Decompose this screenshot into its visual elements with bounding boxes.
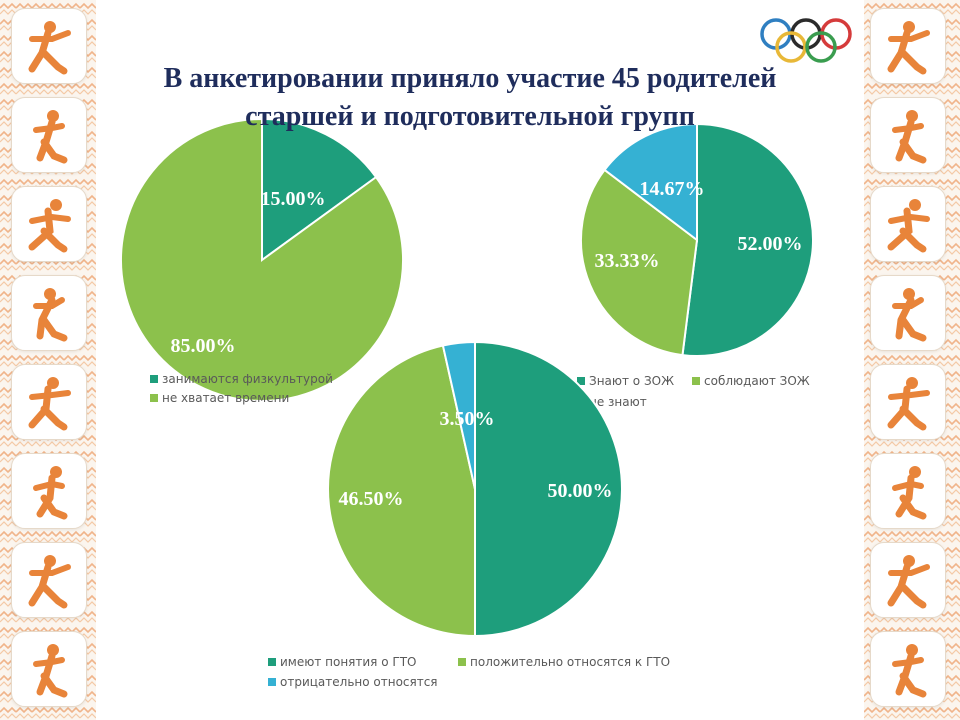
data-label: 52.00%	[738, 233, 803, 255]
legend-label: положительно относятся к ГТО	[470, 655, 670, 669]
swimming-icon	[870, 364, 946, 440]
pie-slice	[603, 122, 698, 243]
legend-label: Знают о ЗОЖ	[589, 374, 674, 388]
olympic-ring	[775, 31, 807, 63]
handball-icon	[11, 8, 87, 84]
data-label: 15.00%	[261, 188, 326, 210]
title-line-2: старшей и подготовительной групп	[245, 101, 695, 132]
slide-title: В анкетировании приняло участие 45 родит…	[100, 60, 840, 136]
legend-label: соблюдают ЗОЖ	[704, 374, 810, 388]
pie-slice	[580, 168, 699, 357]
title-line-1: В анкетировании приняло участие 45 родит…	[163, 63, 777, 94]
pie-slice	[441, 340, 476, 490]
badminton-icon	[11, 364, 87, 440]
skiing-icon	[11, 275, 87, 351]
hockey-icon	[870, 8, 946, 84]
legend-swatch	[577, 377, 585, 385]
pie-slice	[474, 340, 623, 638]
legend-swatch	[150, 394, 158, 402]
legend-swatch	[150, 375, 158, 383]
data-label: 33.33%	[595, 250, 660, 272]
pie-slice	[327, 344, 476, 638]
rhythmic-gymnastics-icon	[870, 275, 946, 351]
pie-slice	[261, 117, 378, 262]
legend-swatch	[268, 658, 276, 666]
olympic-ring	[805, 31, 837, 63]
data-label: 14.67%	[640, 178, 705, 200]
data-label: 85.00%	[171, 335, 236, 357]
pie-chart-healthy-lifestyle: 52.00% 33.33% 14.67% Знают о ЗОЖ соблюдают З…	[577, 122, 814, 409]
tennis-icon	[870, 453, 946, 529]
soccer-icon	[11, 542, 87, 618]
legend-swatch	[268, 678, 276, 686]
wrestling-icon	[11, 453, 87, 529]
gymnastics-icon	[11, 186, 87, 262]
legend-label: имеют понятия о ГТО	[280, 655, 416, 669]
olympic-rings-icon	[760, 18, 852, 63]
legend-label: не хватает времени	[162, 391, 289, 405]
basketball-icon	[870, 186, 946, 262]
legend-label: не знают	[589, 395, 647, 409]
pie-slice	[681, 122, 814, 357]
legend-label: отрицательно относятся	[280, 675, 438, 689]
legend-label: занимаются физкультурой	[162, 372, 333, 386]
pie-slice	[120, 117, 404, 402]
data-label: 3.50%	[440, 408, 495, 430]
legend-swatch	[692, 377, 700, 385]
legend-swatch	[458, 658, 466, 666]
pie-chart-gto: 50.00% 46.50% 3.50% имеют понятия о ГТО поло…	[268, 340, 670, 689]
tennis-serve-icon	[870, 631, 946, 707]
volleyball-icon	[11, 97, 87, 173]
cross-country-ski-icon	[11, 631, 87, 707]
archery-icon	[870, 97, 946, 173]
shooting-icon	[870, 542, 946, 618]
pie-chart-physical-activity: 15.00% 85.00% занимаются физкультурой не хв…	[120, 117, 404, 405]
data-label: 50.00%	[548, 480, 613, 502]
data-label: 46.50%	[339, 488, 404, 510]
